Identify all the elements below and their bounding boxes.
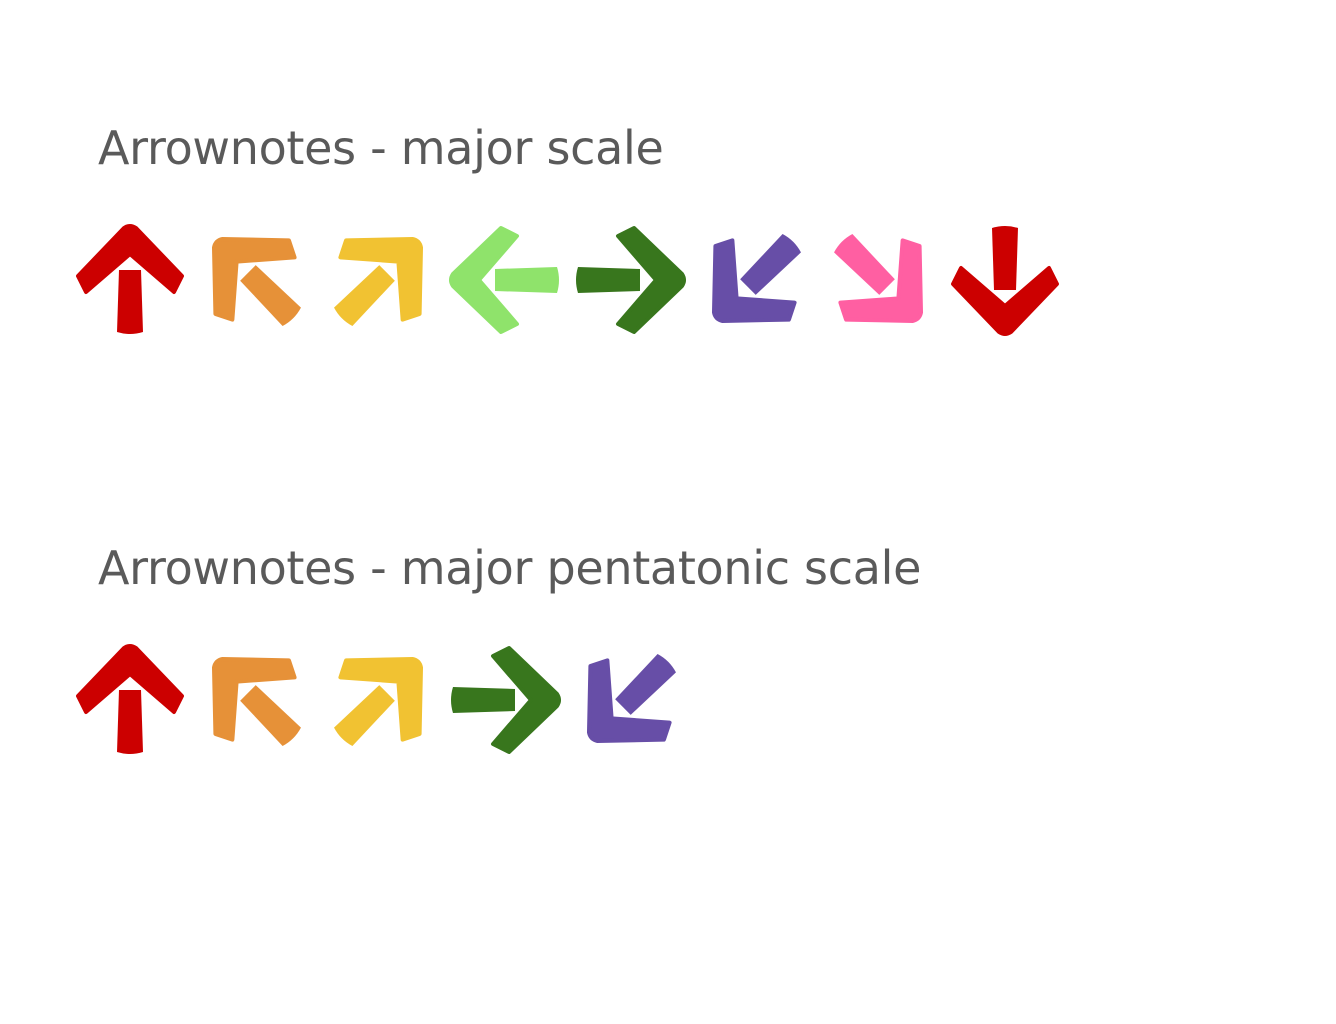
major-scale-title: Arrownotes - major scale (98, 121, 664, 175)
pentatonic-scale-arrows (76, 644, 676, 754)
arrow-up-icon (76, 224, 184, 334)
major-scale-arrow-row (70, 216, 1170, 346)
arrow-right-icon (451, 646, 561, 754)
arrow-up-icon (76, 644, 184, 754)
arrow-up-right-icon (334, 236, 424, 326)
arrow-left-icon (449, 226, 559, 334)
arrow-up-left-icon (211, 236, 301, 326)
arrow-down-left-icon (711, 234, 801, 324)
major-scale-arrows (76, 224, 1059, 336)
arrow-up-left-icon (211, 656, 301, 746)
arrow-right-icon (576, 226, 686, 334)
pentatonic-scale-title: Arrownotes - major pentatonic scale (98, 541, 922, 595)
arrow-down-icon (951, 226, 1059, 336)
arrow-up-right-icon (334, 656, 424, 746)
arrow-down-left-icon (586, 654, 676, 744)
arrow-down-right-icon (834, 234, 924, 324)
pentatonic-scale-arrow-row (70, 636, 1170, 766)
